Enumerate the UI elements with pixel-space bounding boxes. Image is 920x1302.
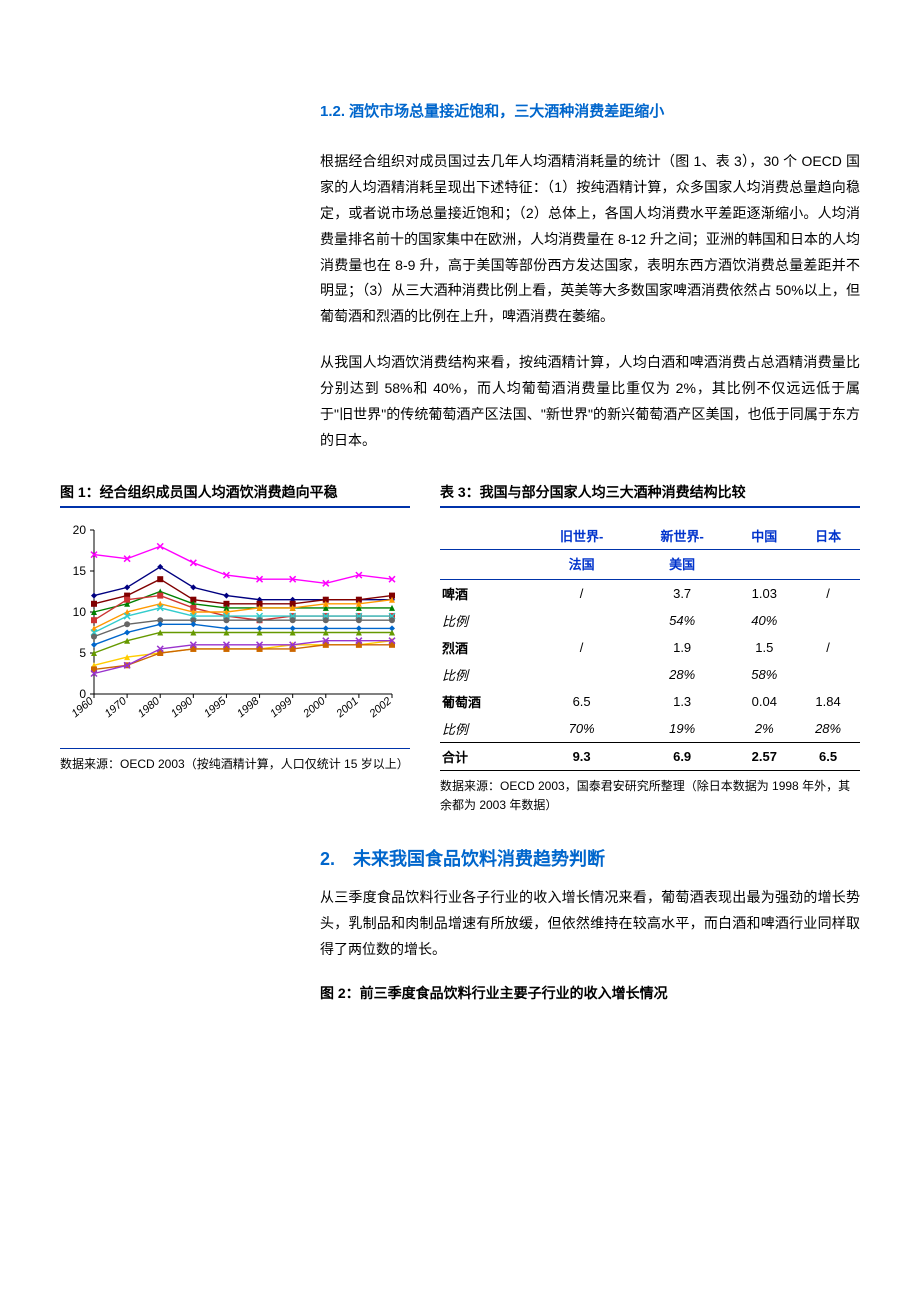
table-3-caption: 表 3：我国与部分国家人均三大酒种消费结构比较 xyxy=(440,482,860,502)
svg-text:2002: 2002 xyxy=(367,695,394,721)
figure-1-source: 数据来源：OECD 2003（按纯酒精计算，人口仅统计 15 岁以上） xyxy=(60,755,410,774)
section-1-2-title: 1.2. 酒饮市场总量接近饱和，三大酒种消费差距缩小 xyxy=(320,100,860,121)
svg-text:2000: 2000 xyxy=(300,694,328,720)
section-2-p1: 从三季度食品饮料行业各子行业的收入增长情况来看，葡萄酒表现出最为强劲的增长势头，… xyxy=(320,885,860,963)
svg-text:1980: 1980 xyxy=(136,694,163,719)
figure-2-caption: 图 2：前三季度食品饮料行业主要子行业的收入增长情况 xyxy=(320,983,860,1003)
section-1-2-p1: 根据经合组织对成员国过去几年人均酒精消耗量的统计（图 1、表 3），30 个 O… xyxy=(320,149,860,330)
svg-text:15: 15 xyxy=(73,564,87,578)
figure-table-row: 图 1：经合组织成员国人均酒饮消费趋向平稳 051015201960197019… xyxy=(60,482,860,815)
svg-text:1998: 1998 xyxy=(235,694,262,719)
divider xyxy=(60,506,410,508)
table-3-block: 表 3：我国与部分国家人均三大酒种消费结构比较 旧世界-新世界-中国日本法国美国… xyxy=(440,482,860,815)
svg-text:1995: 1995 xyxy=(202,694,229,719)
divider xyxy=(440,506,860,508)
svg-text:1970: 1970 xyxy=(103,694,130,719)
table-3-source: 数据来源：OECD 2003，国泰君安研究所整理（除日本数据为 1998 年外，… xyxy=(440,777,860,815)
figure-1-caption: 图 1：经合组织成员国人均酒饮消费趋向平稳 xyxy=(60,482,410,502)
svg-text:10: 10 xyxy=(73,605,87,619)
figure-1-block: 图 1：经合组织成员国人均酒饮消费趋向平稳 051015201960197019… xyxy=(60,482,410,774)
table-3: 旧世界-新世界-中国日本法国美国啤酒/3.71.03/比例54%40%烈酒/1.… xyxy=(440,522,860,771)
figure-1-chart: 0510152019601970198019901995199819992000… xyxy=(60,522,400,742)
section-2-title: 2. 未来我国食品饮料消费趋势判断 xyxy=(320,845,860,871)
section-1-2-p2: 从我国人均酒饮消费结构来看，按纯酒精计算，人均白酒和啤酒消费占总酒精消费量比分别… xyxy=(320,350,860,454)
svg-text:1990: 1990 xyxy=(169,694,196,719)
svg-text:2001: 2001 xyxy=(334,695,361,721)
svg-text:1999: 1999 xyxy=(268,695,294,720)
svg-text:1960: 1960 xyxy=(69,694,96,719)
divider xyxy=(60,748,410,749)
svg-text:5: 5 xyxy=(79,646,86,660)
svg-text:20: 20 xyxy=(73,523,87,537)
